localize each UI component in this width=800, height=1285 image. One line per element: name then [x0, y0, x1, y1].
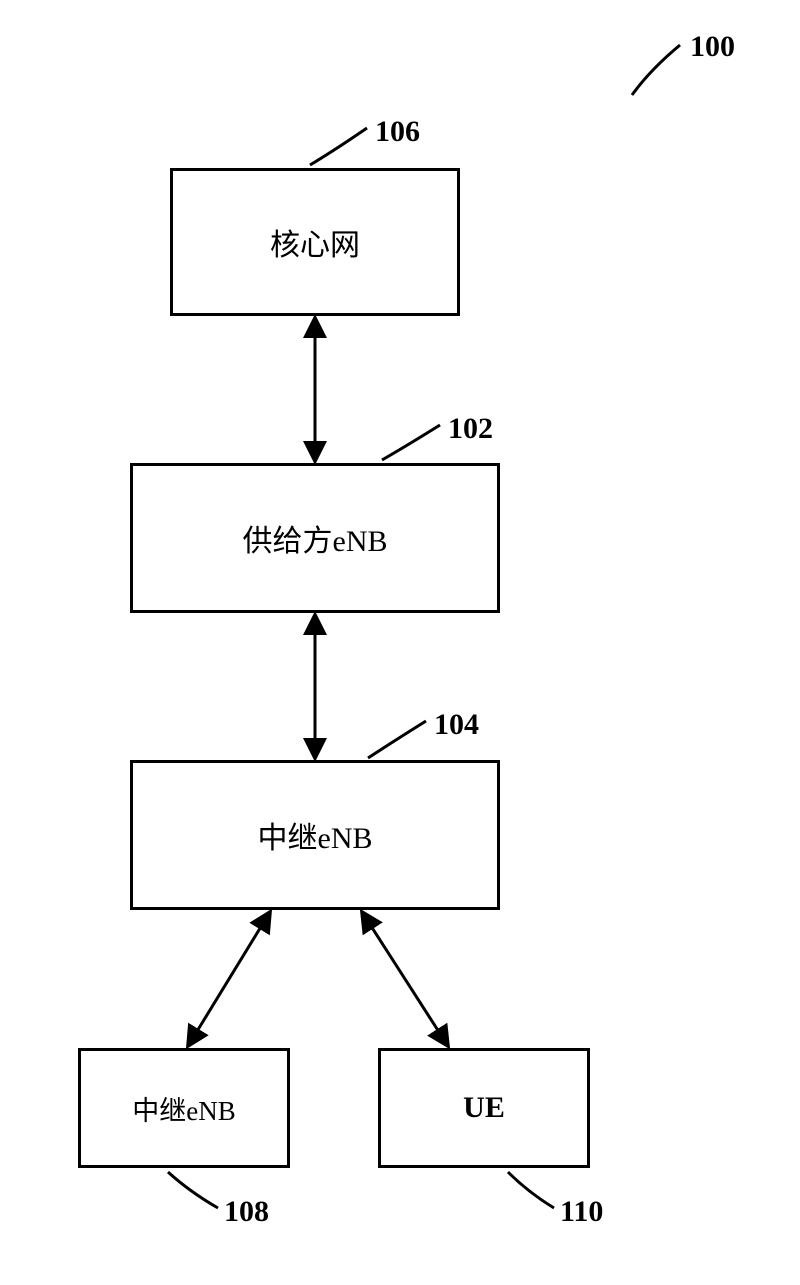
arrows-group — [188, 318, 448, 1046]
double-arrow — [362, 912, 448, 1046]
svg-layer — [0, 0, 800, 1285]
leader-line — [508, 1172, 554, 1208]
leader-line — [382, 425, 440, 460]
leaders-group — [168, 45, 680, 1208]
leader-line — [368, 721, 426, 758]
leader-line — [310, 128, 367, 165]
leader-line — [168, 1172, 218, 1208]
double-arrow — [188, 912, 270, 1046]
leader-line — [632, 45, 680, 95]
